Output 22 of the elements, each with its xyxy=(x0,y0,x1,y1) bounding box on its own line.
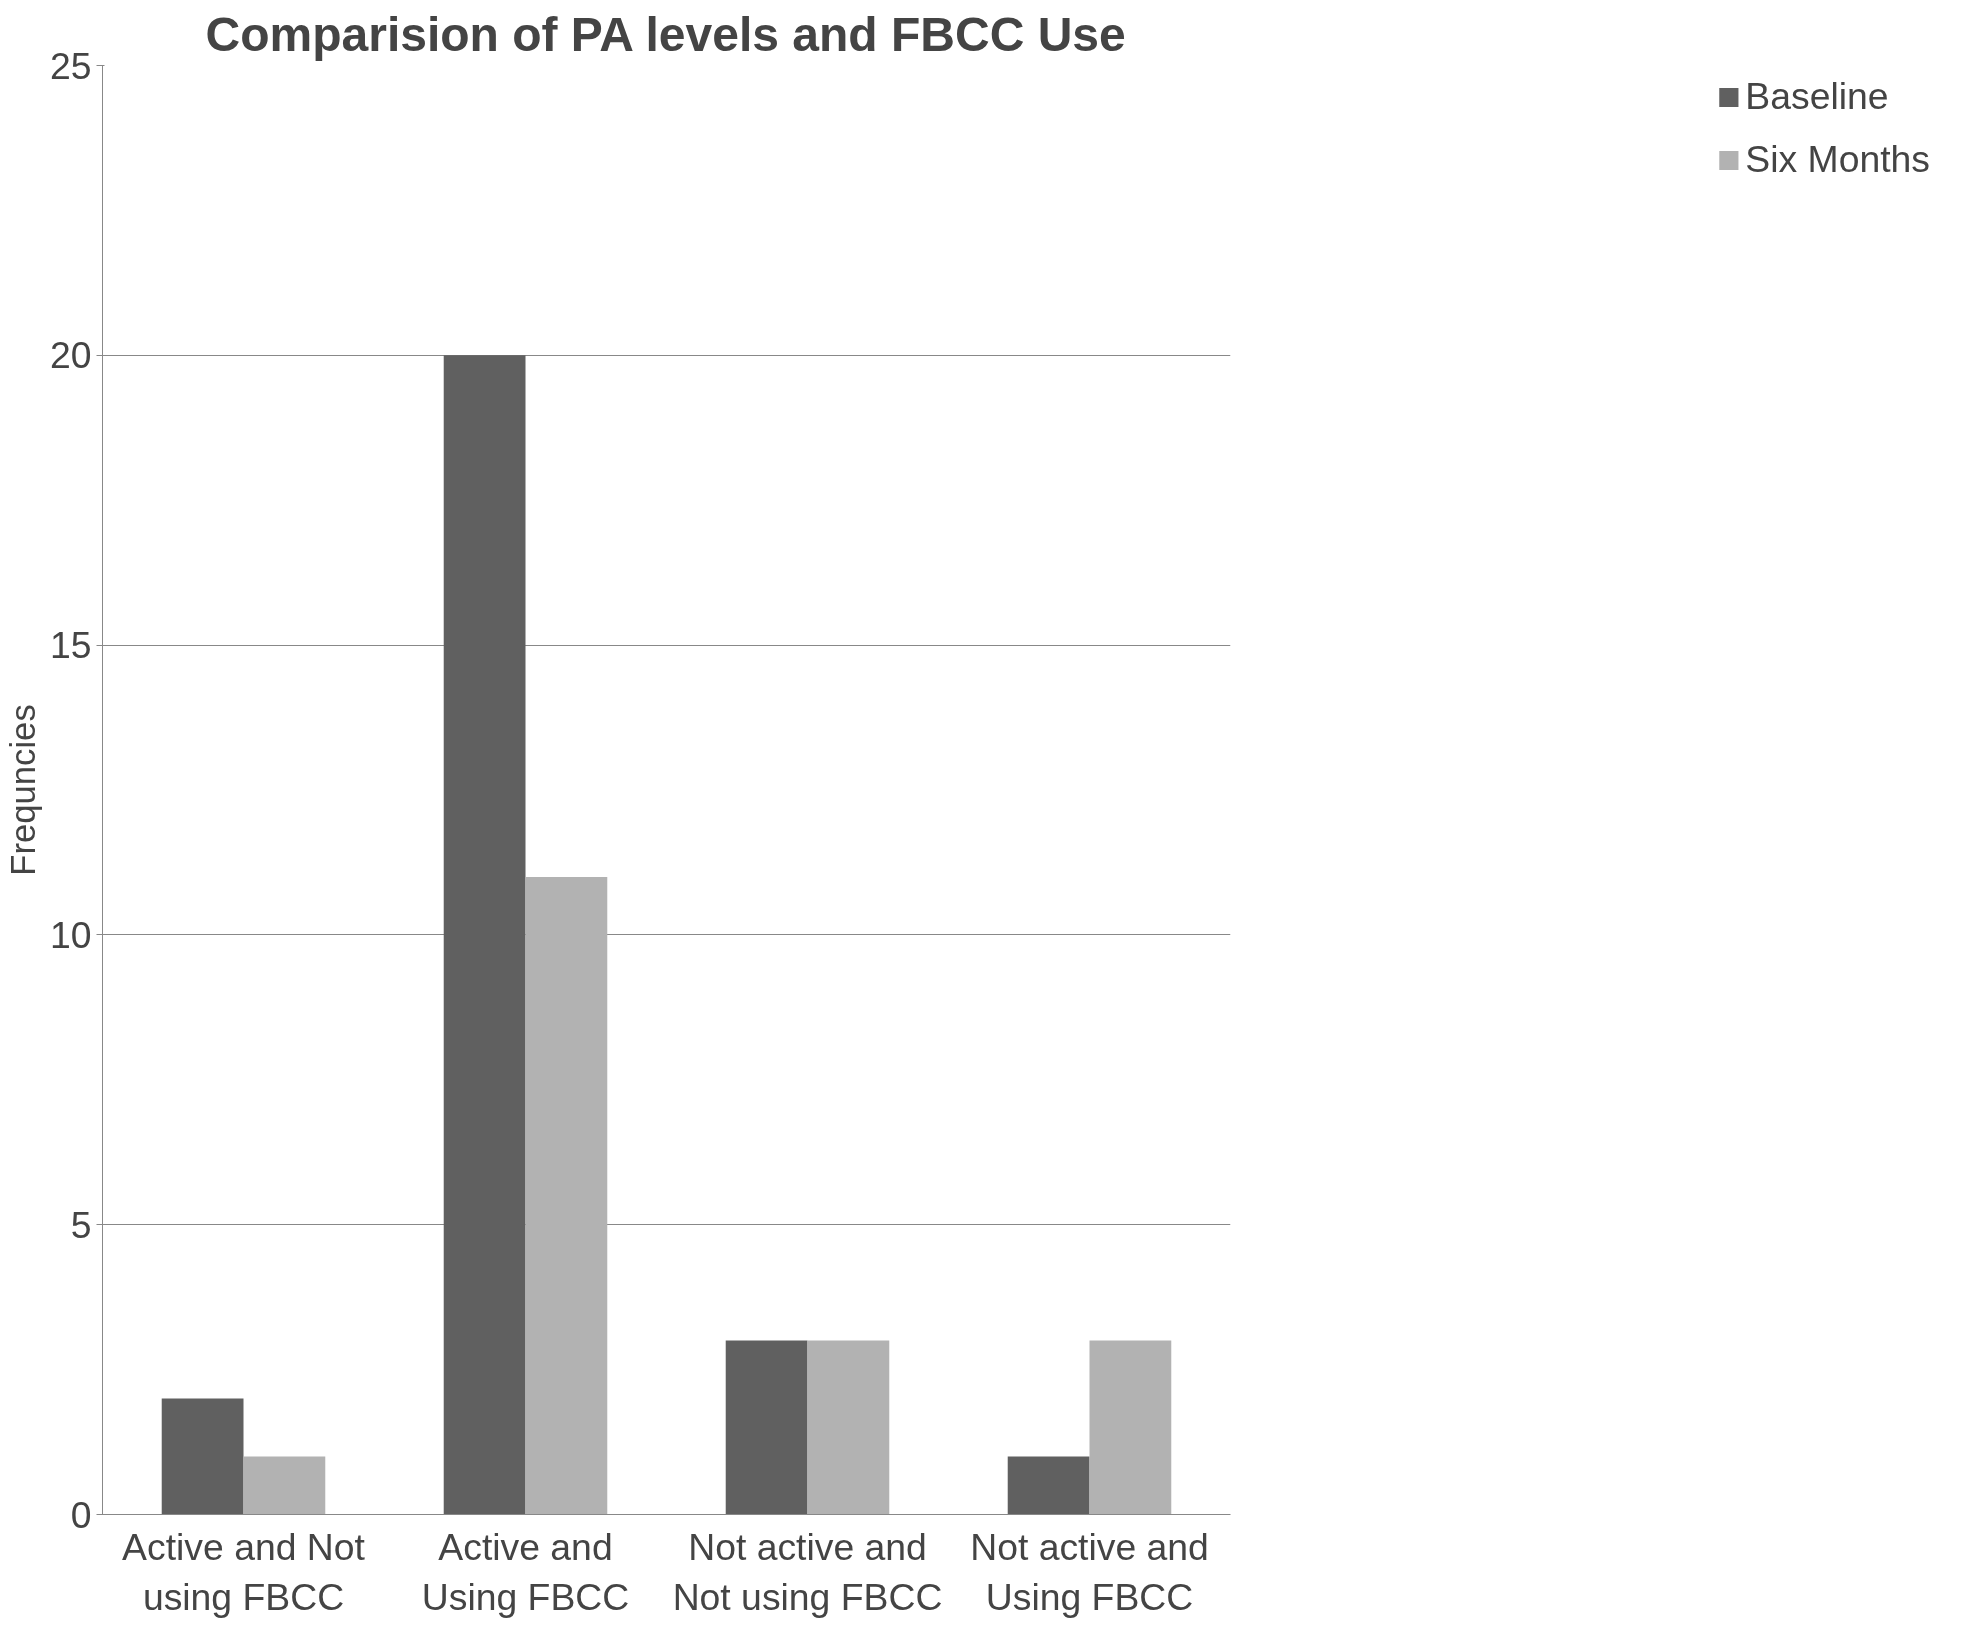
chart-title: Comparision of PA levels and FBCC Use xyxy=(205,7,1126,61)
y-tick-label: 15 xyxy=(49,624,92,667)
bar xyxy=(807,1340,890,1515)
x-tick-label: Active and Using FBCC xyxy=(421,1525,630,1618)
y-tick-label: 25 xyxy=(49,44,92,87)
bar xyxy=(443,355,526,1515)
bar xyxy=(725,1340,808,1515)
x-tick-label: Active and Not using FBCC xyxy=(122,1525,366,1618)
y-tick-label: 5 xyxy=(70,1203,92,1246)
bar xyxy=(1007,1456,1090,1515)
x-tick-label: Not active and Not using FBCC xyxy=(672,1525,943,1618)
legend-label: Six Months xyxy=(1745,138,1930,181)
bar xyxy=(161,1398,244,1515)
y-axis-title: Frequncies xyxy=(3,704,42,876)
bar xyxy=(525,876,608,1515)
bar xyxy=(1089,1340,1172,1515)
y-tick-label: 10 xyxy=(49,913,92,956)
bar xyxy=(243,1456,326,1515)
x-tick-label: Not active and Using FBCC xyxy=(970,1525,1209,1618)
legend-label: Baseline xyxy=(1745,75,1889,118)
y-tick-label: 20 xyxy=(49,334,92,377)
y-tick-label: 0 xyxy=(70,1493,92,1536)
